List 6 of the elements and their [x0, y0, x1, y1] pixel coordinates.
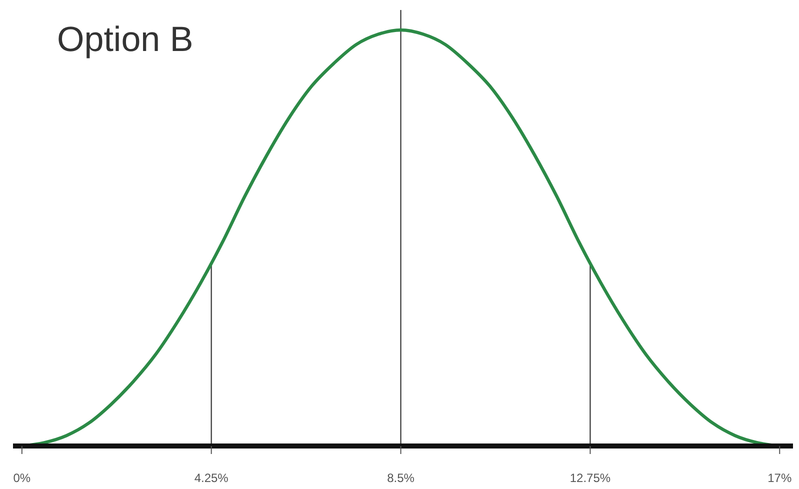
x-tick-label: 8.5%	[387, 471, 415, 485]
x-tick-label: 0%	[13, 471, 31, 485]
chart-title: Option B	[57, 20, 194, 59]
x-tick-label: 17%	[768, 471, 792, 485]
x-tick-label: 12.75%	[570, 471, 611, 485]
x-tick-label: 4.25%	[194, 471, 229, 485]
